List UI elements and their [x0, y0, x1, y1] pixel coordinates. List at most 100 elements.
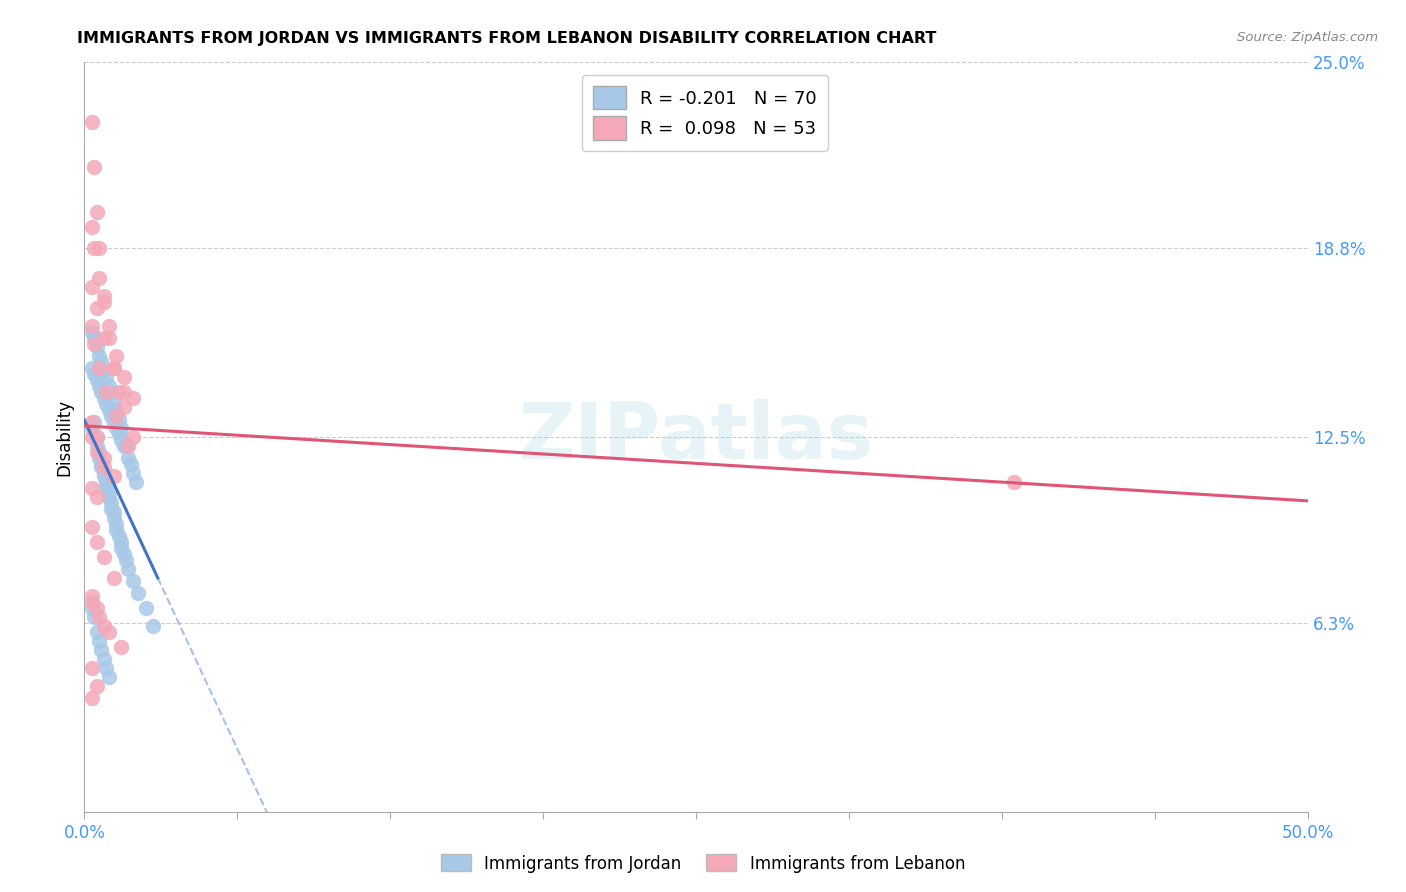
Point [142, 619, 165, 633]
Point [97, 490, 120, 504]
Point [86, 340, 108, 354]
Point [80, 481, 103, 495]
Point [87, 610, 110, 624]
Point [96, 385, 118, 400]
Point [83, 337, 105, 351]
Point [80, 361, 103, 376]
Point [93, 451, 115, 466]
Point [80, 280, 103, 294]
Point [97, 670, 120, 684]
Point [86, 205, 108, 219]
Point [110, 433, 132, 447]
Point [97, 379, 120, 393]
Point [86, 490, 108, 504]
Point [105, 421, 128, 435]
Y-axis label: Disability: Disability [55, 399, 73, 475]
Point [87, 451, 110, 466]
Point [110, 535, 132, 549]
Point [86, 601, 108, 615]
Point [87, 379, 110, 393]
Point [120, 457, 142, 471]
Point [87, 241, 110, 255]
Point [103, 511, 125, 525]
Point [93, 391, 115, 405]
Point [83, 367, 105, 381]
Point [103, 415, 125, 429]
Point [86, 535, 108, 549]
Point [105, 516, 128, 531]
Point [105, 403, 128, 417]
Point [80, 595, 103, 609]
Point [122, 574, 145, 588]
Point [105, 409, 128, 423]
Point [83, 241, 105, 255]
Point [112, 385, 135, 400]
Point [107, 412, 129, 426]
Point [80, 415, 103, 429]
Point [112, 547, 135, 561]
Point [96, 397, 118, 411]
Point [90, 355, 112, 369]
Point [86, 430, 108, 444]
Point [100, 409, 122, 423]
Point [103, 361, 125, 376]
Point [93, 466, 115, 480]
Point [80, 661, 103, 675]
Point [125, 475, 148, 489]
Point [90, 643, 112, 657]
Point [96, 475, 118, 489]
Point [110, 640, 132, 654]
Point [122, 391, 145, 405]
Point [93, 619, 115, 633]
Point [103, 394, 125, 409]
Point [87, 361, 110, 376]
Point [112, 400, 135, 414]
Point [87, 349, 110, 363]
Point [86, 445, 108, 459]
Point [97, 331, 120, 345]
Point [83, 610, 105, 624]
Point [80, 601, 103, 615]
Point [90, 385, 112, 400]
Point [127, 586, 149, 600]
Point [97, 319, 120, 334]
Point [80, 421, 103, 435]
Point [80, 220, 103, 235]
Point [80, 520, 103, 534]
Point [86, 373, 108, 387]
Point [110, 541, 132, 555]
Point [117, 451, 139, 466]
Point [112, 370, 135, 384]
Point [83, 161, 105, 175]
Point [122, 430, 145, 444]
Point [80, 690, 103, 705]
Point [86, 439, 108, 453]
Point [105, 523, 128, 537]
Point [87, 271, 110, 285]
Point [96, 481, 118, 495]
Point [80, 589, 103, 603]
Point [107, 529, 129, 543]
Point [90, 457, 112, 471]
Point [83, 415, 105, 429]
Point [80, 115, 103, 129]
Point [83, 331, 105, 345]
Point [86, 430, 108, 444]
Point [97, 483, 120, 498]
Text: Source: ZipAtlas.com: Source: ZipAtlas.com [1237, 31, 1378, 45]
Point [93, 364, 115, 378]
Point [103, 469, 125, 483]
Legend: R = -0.201   N = 70, R =  0.098   N = 53: R = -0.201 N = 70, R = 0.098 N = 53 [582, 75, 828, 151]
Point [100, 385, 122, 400]
Text: IMMIGRANTS FROM JORDAN VS IMMIGRANTS FROM LEBANON DISABILITY CORRELATION CHART: IMMIGRANTS FROM JORDAN VS IMMIGRANTS FRO… [77, 31, 936, 46]
Point [112, 439, 135, 453]
Point [103, 571, 125, 585]
Point [115, 553, 138, 567]
Text: ZIPatlas: ZIPatlas [519, 399, 873, 475]
Point [115, 439, 138, 453]
Point [93, 460, 115, 475]
Point [80, 430, 103, 444]
Point [96, 661, 118, 675]
Point [135, 601, 157, 615]
Point [97, 624, 120, 639]
